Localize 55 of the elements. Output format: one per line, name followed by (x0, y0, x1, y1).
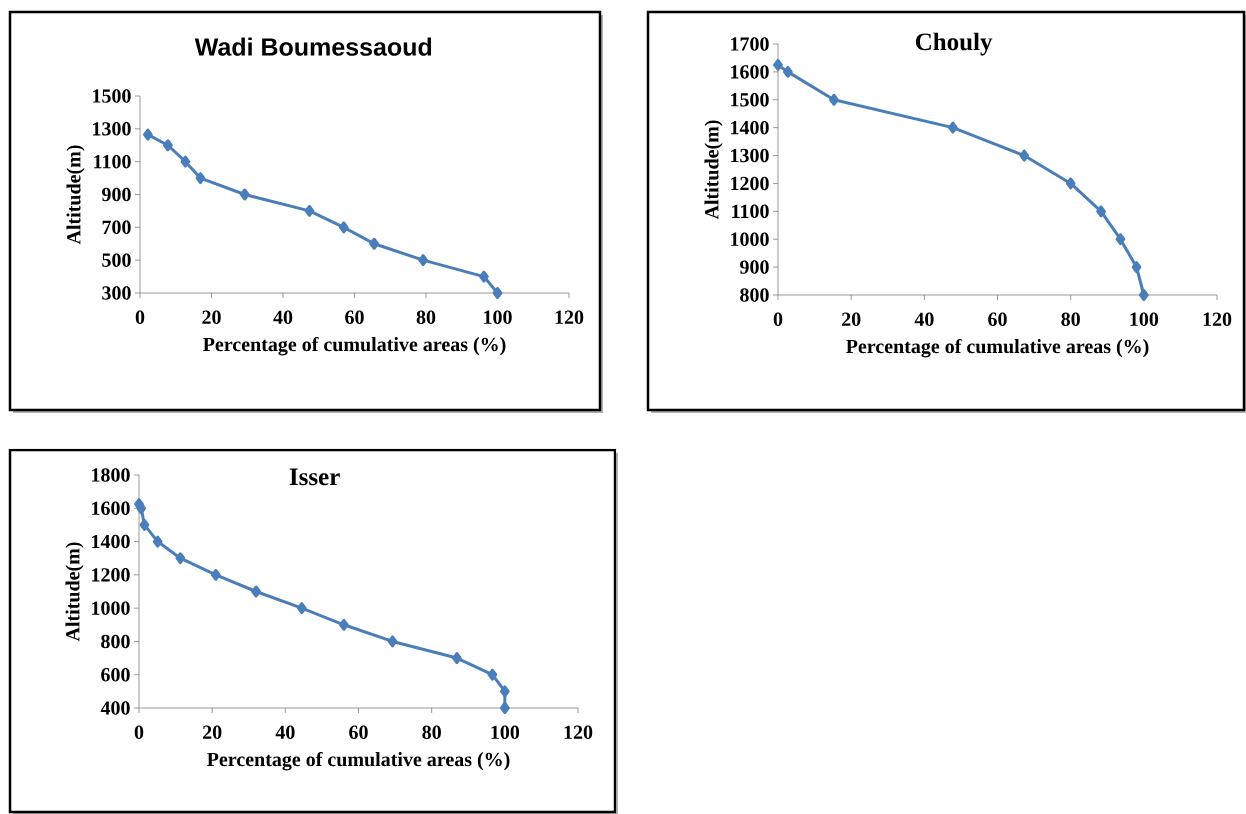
y-axis-title: Altitude(m) (66, 145, 85, 245)
y-axis-title: Altitude(m) (704, 120, 723, 220)
y-tick-label: 1500 (93, 89, 131, 103)
x-tick-label: 100 (1130, 312, 1159, 327)
y-tick-label: 800 (740, 288, 769, 302)
chart-title: Wadi Boumessaoud (194, 37, 432, 56)
x-tick-label: 80 (1061, 312, 1080, 327)
y-tick-label: 1200 (92, 568, 130, 582)
y-tick-label: 1800 (92, 468, 130, 482)
y-axis-title: Altitude(m) (65, 542, 84, 642)
x-tick-label: 60 (349, 725, 368, 740)
x-tick-label: 80 (422, 725, 441, 740)
x-tick-label: 20 (202, 310, 221, 325)
x-tick-label: 20 (203, 725, 222, 740)
y-tick-label: 900 (102, 187, 131, 202)
y-tick-label: 1000 (92, 601, 130, 615)
chart-title: Isser (289, 468, 340, 486)
y-tick-label: 1700 (731, 37, 769, 51)
x-axis-title: Percentage of cumulative areas (%) (207, 751, 510, 771)
y-tick-label: 300 (102, 286, 131, 300)
y-tick-label: 1600 (92, 501, 130, 516)
y-tick-label: 600 (101, 667, 130, 682)
y-tick-label: 1500 (731, 93, 769, 107)
y-tick-label: 1600 (731, 65, 769, 79)
y-tick-label: 1400 (92, 534, 130, 549)
x-tick-label: 60 (988, 312, 1007, 327)
x-tick-label: 60 (345, 310, 364, 325)
x-axis-title: Percentage of cumulative areas (%) (203, 336, 506, 356)
y-tick-label: 700 (102, 220, 131, 235)
y-tick-label: 800 (101, 634, 130, 649)
x-tick-label: 100 (491, 725, 520, 740)
y-tick-label: 500 (102, 253, 131, 267)
x-tick-label: 80 (416, 310, 436, 325)
x-tick-label: 0 (134, 725, 144, 740)
x-tick-label: 100 (484, 310, 512, 325)
x-tick-label: 40 (273, 310, 293, 325)
x-axis-title: Percentage of cumulative areas (%) (846, 338, 1149, 358)
chart-title: Chouly (915, 32, 993, 56)
x-tick-label: 120 (555, 310, 584, 325)
x-tick-label: 40 (275, 725, 295, 740)
y-tick-label: 1200 (731, 176, 769, 191)
x-tick-label: 40 (914, 312, 934, 327)
x-tick-label: 20 (842, 312, 861, 327)
y-tick-label: 1300 (731, 148, 769, 163)
y-tick-label: 1400 (731, 120, 769, 135)
y-tick-label: 900 (740, 260, 769, 274)
y-tick-label: 1100 (94, 154, 131, 169)
x-tick-label: 0 (135, 310, 145, 325)
y-tick-label: 1300 (93, 122, 131, 136)
x-tick-label: 120 (564, 725, 593, 740)
y-tick-label: 400 (100, 701, 130, 715)
y-tick-label: 1000 (731, 232, 769, 246)
x-tick-label: 0 (773, 312, 783, 327)
x-tick-label: 120 (1203, 312, 1232, 327)
y-tick-label: 1100 (732, 204, 769, 219)
